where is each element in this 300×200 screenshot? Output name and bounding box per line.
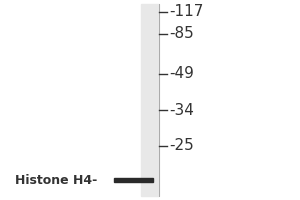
Text: -49: -49 [169, 66, 194, 82]
Text: -117: -117 [169, 4, 204, 20]
Text: -85: -85 [169, 26, 194, 42]
Bar [114, 178, 153, 182]
Text: -25: -25 [169, 138, 194, 154]
Bar [141, 4, 159, 196]
Text: Histone H4-: Histone H4- [15, 173, 97, 186]
Text: -34: -34 [169, 103, 194, 118]
